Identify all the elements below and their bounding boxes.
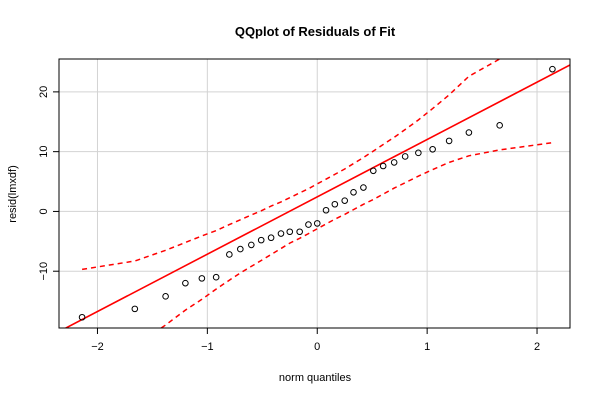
residual-point [401, 153, 409, 160]
residual-point [429, 145, 436, 153]
residual-point [331, 200, 339, 208]
fit-line-group [64, 64, 570, 328]
residual-point [248, 241, 255, 249]
residual-point [445, 137, 453, 145]
residual-point [369, 167, 377, 175]
grid-lines [59, 59, 570, 328]
confidence-bands [81, 59, 553, 328]
residual-point [286, 228, 294, 236]
residual-point [360, 184, 367, 191]
y-axis-label: resid(lmxdf) [7, 165, 19, 222]
residual-point [390, 159, 398, 166]
plot-frame [58, 58, 571, 329]
residual-point [415, 149, 422, 157]
residual-point [496, 122, 503, 129]
x-axis-label: norm quantiles [279, 372, 352, 384]
y-axis-ticks: −10 0 10 20 [38, 86, 59, 281]
y-tick-label: −10 [38, 262, 50, 281]
residual-point [379, 162, 387, 170]
residual-point [305, 221, 312, 228]
residual-point [162, 293, 169, 300]
residual-point [212, 273, 220, 281]
x-tick-label: 1 [424, 341, 430, 353]
residual-point [322, 206, 330, 214]
residual-point [226, 251, 233, 258]
residual-point [257, 236, 265, 244]
qq-fit-line [64, 64, 570, 328]
upper-band-line [81, 59, 507, 271]
residual-point [131, 305, 139, 313]
residual-points [78, 65, 556, 321]
residual-point [237, 245, 244, 253]
lower-band-line [160, 141, 553, 328]
x-tick-label: 0 [314, 341, 320, 353]
residual-point [78, 313, 86, 321]
residual-point [350, 189, 357, 196]
residual-point [313, 220, 321, 227]
x-tick-label: −2 [91, 341, 104, 353]
x-tick-label: −1 [201, 341, 214, 353]
residual-point [267, 234, 275, 242]
residual-point [182, 279, 189, 287]
residual-point [341, 197, 349, 204]
residual-point [198, 275, 206, 282]
y-tick-label: 0 [38, 208, 50, 214]
y-tick-label: 20 [38, 86, 50, 98]
residual-point [465, 129, 473, 136]
x-tick-label: 2 [534, 341, 540, 353]
residual-point [277, 230, 285, 237]
x-axis-ticks: −2 −1 0 1 2 [91, 328, 540, 353]
y-tick-label: 10 [38, 146, 50, 158]
residual-point [296, 228, 303, 236]
chart-title: QQplot of Residuals of Fit [235, 24, 396, 39]
residual-point [549, 65, 556, 73]
